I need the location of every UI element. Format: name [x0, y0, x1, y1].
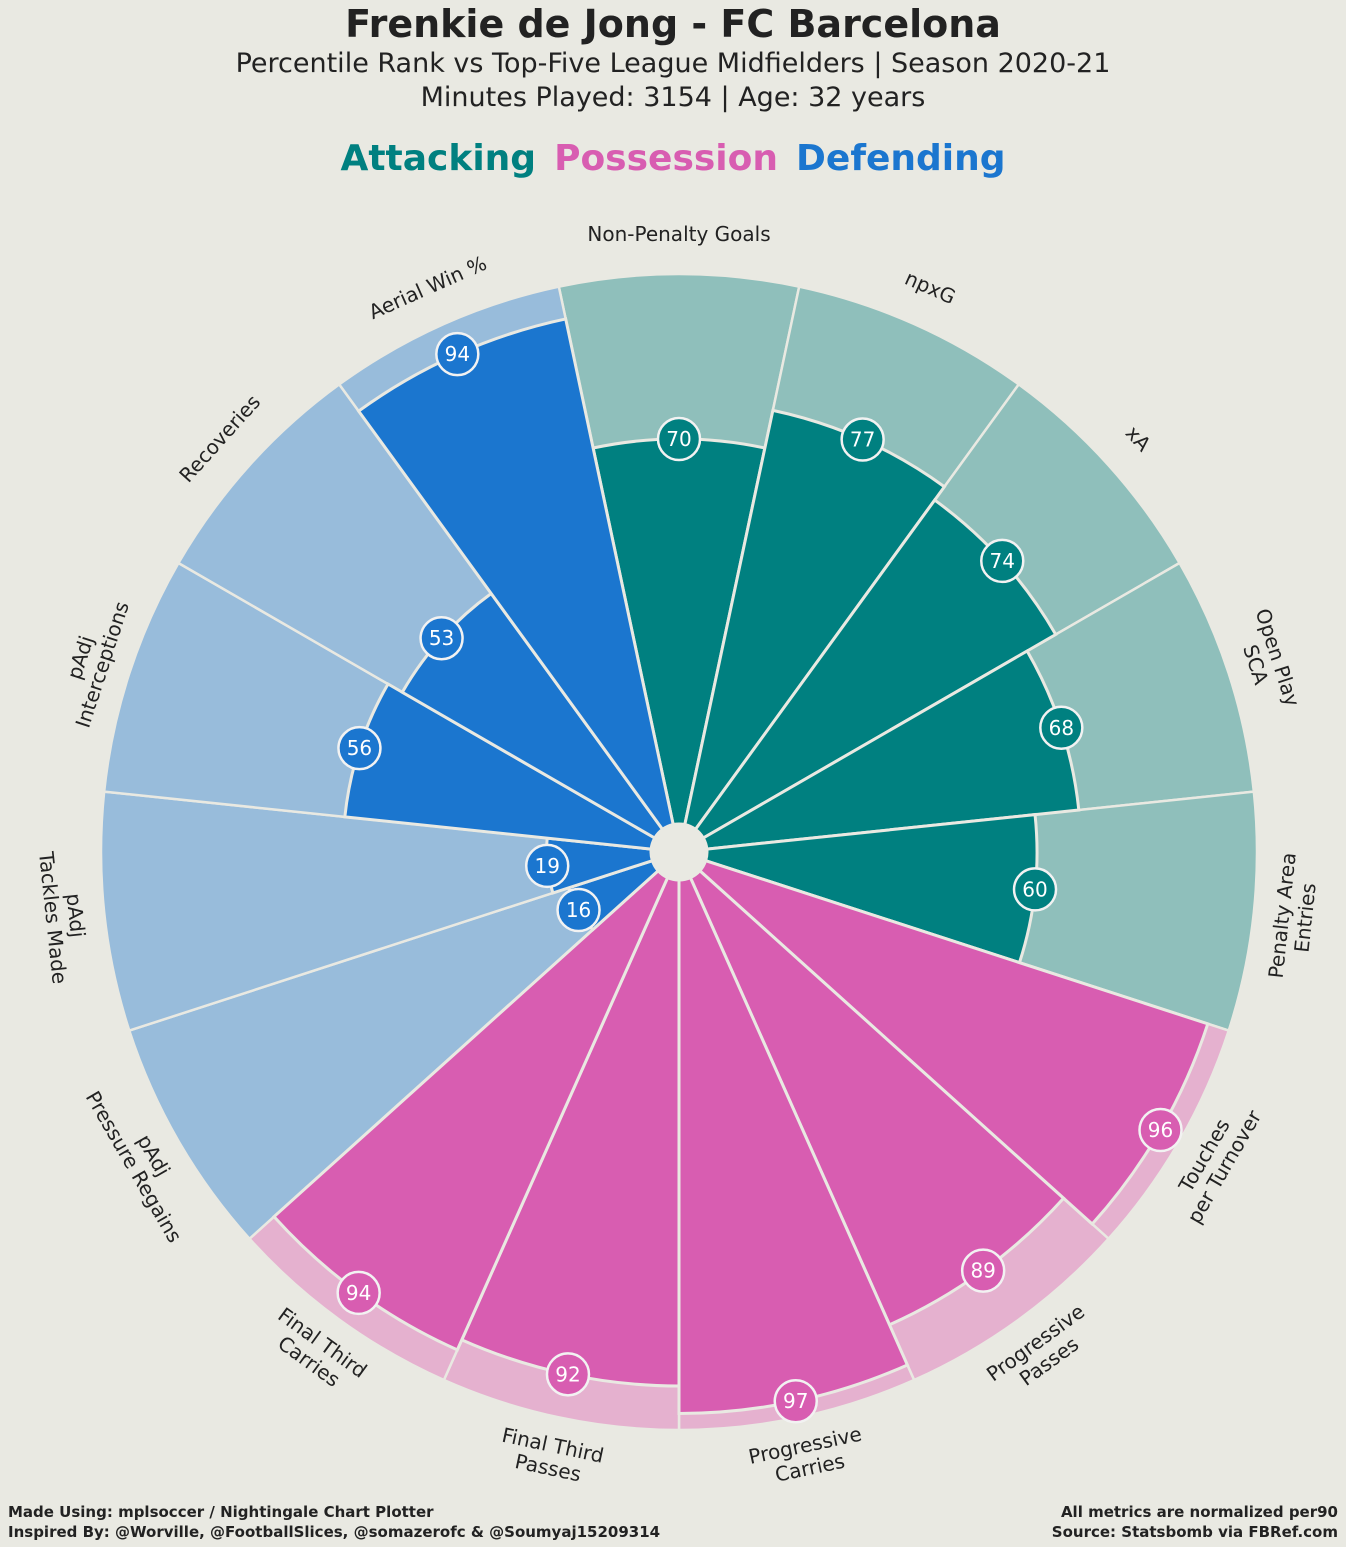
- legend-attacking: Attacking: [340, 138, 537, 179]
- value-badge: [980, 538, 1025, 584]
- footer-credits: Made Using: mplsoccer / Nightingale Char…: [8, 1502, 660, 1542]
- value-badge: [656, 416, 702, 462]
- value-badge: [336, 1270, 381, 1316]
- value-badge: [545, 1352, 591, 1397]
- footer-source-line: Source: Statsbomb via FBRef.com: [1051, 1523, 1338, 1541]
- value-badge: [1012, 867, 1058, 912]
- legend: Attacking Possession Defending: [0, 138, 1346, 179]
- footer-inspired-by: Inspired By: @Worville, @FootballSlices,…: [8, 1523, 661, 1541]
- value-label: 96: [1148, 1118, 1173, 1142]
- value-label: 56: [347, 736, 372, 760]
- category-label: npxG: [901, 266, 959, 309]
- value-label: 16: [566, 898, 591, 922]
- value-label: 94: [445, 342, 470, 366]
- value-label: 70: [666, 427, 691, 451]
- value-label: 89: [970, 1259, 995, 1283]
- value-label: 53: [429, 626, 454, 650]
- chart-title: Frenkie de Jong - FC Barcelona: [345, 2, 1001, 46]
- value-badge: [1039, 705, 1084, 751]
- value-badge: [1138, 1107, 1183, 1153]
- value-label: 92: [555, 1362, 580, 1386]
- value-label: 19: [534, 854, 559, 878]
- footer-made-using: Made Using: mplsoccer / Nightingale Char…: [8, 1503, 434, 1521]
- category-label-line: xA: [1121, 421, 1156, 456]
- value-badge: [773, 1378, 818, 1424]
- value-badge: [960, 1248, 1006, 1293]
- legend-possession: Possession: [554, 138, 779, 179]
- value-label: 77: [850, 428, 875, 452]
- value-badge: [337, 725, 382, 771]
- value-label: 60: [1022, 877, 1047, 901]
- value-badge: [435, 331, 480, 377]
- category-label-line: Non-Penalty Goals: [587, 222, 770, 246]
- value-badge: [840, 417, 885, 462]
- value-badge: [556, 887, 601, 933]
- category-label-line: pAdj: [62, 892, 90, 939]
- category-label: Non-Penalty Goals: [587, 222, 770, 246]
- footer-normalized-note: All metrics are normalized per90: [1060, 1503, 1338, 1521]
- legend-defending: Defending: [796, 138, 1006, 179]
- value-badge: [524, 843, 570, 889]
- value-label: 94: [346, 1281, 371, 1305]
- chart-minutes-age: Minutes Played: 3154 | Age: 32 years: [420, 82, 926, 113]
- category-label-line: npxG: [901, 266, 959, 309]
- value-label: 74: [990, 549, 1015, 573]
- chart-subtitle: Percentile Rank vs Top-Five League Midfi…: [235, 48, 1111, 79]
- category-label: xA: [1121, 421, 1156, 456]
- center-hole: [650, 823, 708, 881]
- value-label: 68: [1049, 716, 1074, 740]
- value-badge: [419, 615, 464, 661]
- footer-source: All metrics are normalized per90 Source:…: [1052, 1502, 1338, 1542]
- value-label: 97: [783, 1389, 808, 1413]
